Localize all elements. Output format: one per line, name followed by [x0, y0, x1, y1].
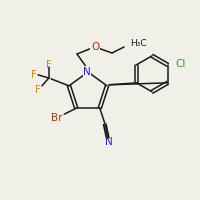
Text: Br: Br	[51, 113, 63, 123]
Text: F: F	[35, 85, 41, 95]
Text: O: O	[91, 42, 99, 52]
Text: F: F	[46, 60, 52, 70]
Text: N: N	[83, 67, 91, 77]
Text: F: F	[31, 70, 37, 80]
Text: Cl: Cl	[176, 59, 186, 69]
Text: N: N	[105, 137, 113, 147]
Text: H₃C: H₃C	[130, 40, 147, 48]
